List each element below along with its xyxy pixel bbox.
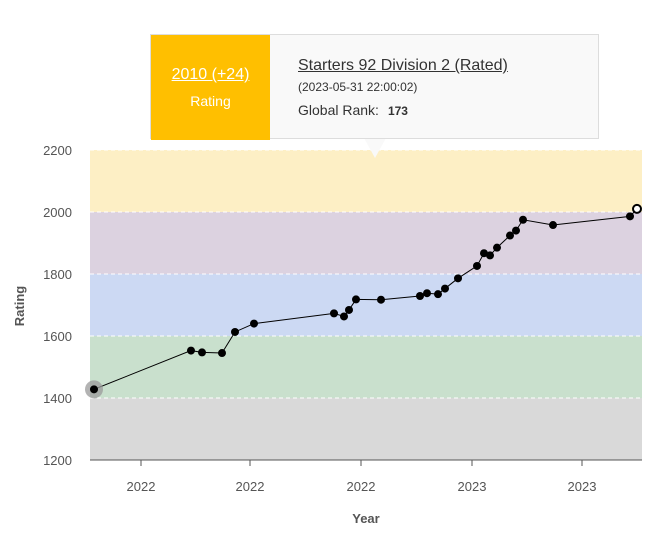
y-axis-title: Rating: [12, 286, 27, 327]
global-rank-value: 173: [387, 104, 408, 118]
data-point: [352, 295, 360, 304]
y-tick-label: 1400: [43, 391, 72, 406]
data-point: [441, 284, 449, 293]
rating-band-0: [90, 398, 642, 460]
data-point: [626, 212, 634, 221]
x-tick-label: 2023: [568, 479, 597, 494]
tooltip-rating-value[interactable]: 2010 (+24): [171, 66, 250, 83]
data-point: [340, 312, 348, 321]
data-point: [198, 348, 206, 357]
data-point: [549, 221, 557, 230]
data-point: [377, 295, 385, 304]
data-point: [231, 327, 239, 336]
rating-band-1: [90, 336, 642, 398]
data-point: [423, 289, 431, 298]
rating-series: [85, 203, 642, 399]
contest-name-link[interactable]: Starters 92 Division 2 (Rated): [298, 57, 508, 74]
y-tick-label: 1600: [43, 329, 72, 344]
data-point-current: [632, 203, 642, 214]
data-point: [512, 226, 520, 235]
y-tick-label: 1800: [43, 267, 72, 282]
data-point: [486, 251, 494, 260]
contest-tooltip: 2010 (+24) Rating Starters 92 Division 2…: [150, 34, 599, 140]
y-tick-label: 2200: [43, 143, 72, 158]
y-tick-label: 1200: [43, 453, 72, 468]
data-point: [330, 309, 338, 318]
data-point: [345, 305, 353, 314]
data-point: [416, 292, 424, 301]
tooltip-details: Starters 92 Division 2 (Rated) (2023-05-…: [298, 57, 508, 118]
contest-date: (2023-05-31 22:00:02): [298, 80, 418, 94]
x-axis-ticks: 2022 2022 2022 2023 2023: [127, 460, 597, 494]
data-point: [473, 261, 481, 270]
data-point: [519, 215, 527, 224]
x-tick-label: 2022: [127, 479, 156, 494]
data-point: [187, 346, 195, 355]
data-point: [250, 319, 258, 328]
tooltip-rating-label: Rating: [190, 93, 231, 109]
data-point: [480, 249, 488, 258]
rating-band-2: [90, 274, 642, 336]
data-point: [493, 243, 501, 252]
global-rank-label: Global Rank:: [298, 102, 379, 118]
tooltip-rating-box: 2010 (+24) Rating: [151, 35, 270, 140]
data-point: [218, 349, 226, 358]
x-tick-label: 2023: [458, 479, 487, 494]
data-point: [506, 231, 514, 240]
x-tick-label: 2022: [347, 479, 376, 494]
y-axis-ticks: 1200 1400 1600 1800 2000 2200: [43, 143, 72, 468]
rating-band-3: [90, 212, 642, 274]
data-point: [90, 385, 98, 394]
y-tick-label: 2000: [43, 205, 72, 220]
x-tick-label: 2022: [236, 479, 265, 494]
rating-band-4: [90, 150, 642, 212]
x-axis-title: Year: [352, 511, 379, 526]
global-rank-row: Global Rank: 173: [298, 102, 508, 118]
data-point: [434, 290, 442, 299]
data-point: [454, 274, 462, 283]
rating-bands: [90, 150, 642, 460]
tooltip-arrow: [364, 138, 386, 158]
